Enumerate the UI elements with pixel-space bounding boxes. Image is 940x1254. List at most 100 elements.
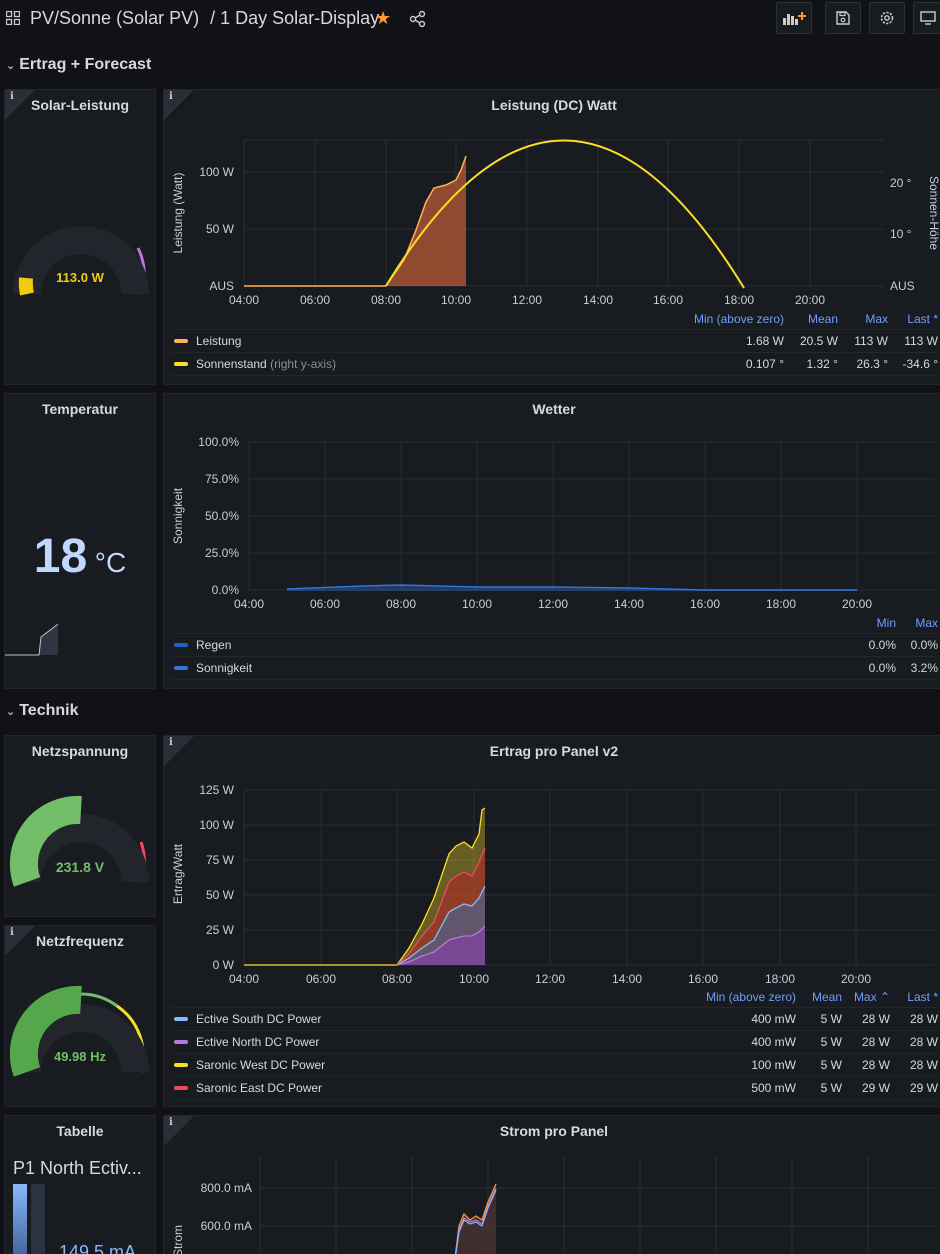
legend-value: 400 mW — [751, 1035, 796, 1049]
series-color-swatch[interactable] — [174, 666, 188, 670]
legend-row[interactable]: Saronic West DC Power 100 mW 5 W 28 W 28… — [172, 1054, 938, 1077]
x-tick-label: 06:00 — [310, 597, 340, 611]
series-color-swatch[interactable] — [174, 1063, 188, 1067]
bar-gauge-track — [31, 1184, 45, 1254]
panel-title: Wetter — [532, 401, 576, 417]
panel-netzspannung: Netzspannung 231.8 V — [4, 735, 156, 917]
folder-link[interactable]: PV/Sonne (Solar PV) — [30, 8, 200, 28]
y-tick-label: 50 W — [206, 888, 235, 902]
panel-info-icon[interactable]: i — [5, 926, 35, 956]
panel-title: Netzspannung — [31, 743, 129, 759]
x-tick-label: 18:00 — [724, 293, 754, 307]
add-panel-icon — [783, 12, 806, 25]
legend-value: 28 W — [909, 1058, 938, 1072]
legend-row[interactable]: Ective North DC Power 400 mW 5 W 28 W 28… — [172, 1031, 938, 1054]
series-name[interactable]: Ective South DC Power — [196, 1012, 322, 1026]
legend-row[interactable]: Sonnigkeit 0.0% 3.2% — [172, 657, 938, 680]
save-icon — [836, 11, 850, 25]
y-tick-label: 25 W — [206, 923, 235, 937]
x-tick-label: 06:00 — [306, 972, 336, 986]
y-tick-label: 100 W — [199, 818, 234, 832]
row-toggle-technik[interactable]: ⌄ Technik — [6, 702, 79, 720]
y-axis-label-right: Sonnen-Höhe — [927, 176, 940, 250]
series-name[interactable]: Ective North DC Power — [196, 1035, 320, 1049]
series-color-swatch[interactable] — [174, 1086, 188, 1090]
x-tick-label: 14:00 — [614, 597, 644, 611]
x-tick-label: 06:00 — [300, 293, 330, 307]
legend-value: 0.0% — [868, 638, 896, 652]
legend-col-max[interactable]: Max — [865, 311, 888, 326]
panel-info-icon[interactable]: i — [164, 90, 194, 120]
x-tick-label: 16:00 — [653, 293, 683, 307]
table-row-value: 149.5 mA — [59, 1242, 137, 1254]
save-button[interactable] — [825, 2, 861, 34]
panel-title: Netzfrequenz — [36, 933, 124, 949]
star-icon[interactable]: ★ — [375, 8, 392, 28]
table-row-label: P1 North Ectiv... — [13, 1158, 142, 1178]
x-tick-label: 10:00 — [441, 293, 471, 307]
panel-info-icon[interactable]: i — [164, 1116, 194, 1146]
series-color-swatch[interactable] — [174, 362, 188, 366]
legend-col-max[interactable]: Max ⌃ — [853, 989, 890, 1004]
legend-value: 5 W — [820, 1058, 842, 1072]
series-name[interactable]: Leistung — [196, 334, 242, 348]
legend-value: 28 W — [861, 1035, 890, 1049]
legend-table: Min (above zero) Mean Max ⌃ Last * Ectiv… — [172, 986, 938, 1100]
row-toggle-ertrag-forecast[interactable]: ⌄ Ertrag + Forecast — [6, 56, 151, 74]
settings-button[interactable] — [869, 2, 905, 34]
apps-icon[interactable] — [6, 11, 20, 25]
legend-row[interactable]: Saronic East DC Power 500 mW 5 W 29 W 29… — [172, 1077, 938, 1100]
add-panel-button[interactable] — [776, 2, 812, 34]
x-tick-label: 08:00 — [371, 293, 401, 307]
panel-info-icon[interactable]: i — [5, 90, 35, 120]
series-color-swatch[interactable] — [174, 1040, 188, 1044]
legend-col-last[interactable]: Last * — [907, 989, 938, 1004]
y-axis-label: Ertrag/Watt — [171, 843, 185, 904]
legend-row[interactable]: Ective South DC Power 400 mW 5 W 28 W 28… — [172, 1008, 938, 1031]
x-tick-label: 04:00 — [234, 597, 264, 611]
legend-value: 20.5 W — [799, 334, 838, 348]
dashboard-title[interactable]: 1 Day Solar-Display — [220, 8, 380, 28]
legend-col-last[interactable]: Last * — [907, 311, 938, 326]
temperature-value: 18 — [33, 530, 88, 583]
legend-value: 0.107 ° — [745, 357, 784, 371]
series-name[interactable]: Saronic West DC Power — [196, 1058, 326, 1072]
series-name[interactable]: Regen — [196, 638, 232, 652]
legend-row[interactable]: Leistung 1.68 W 20.5 W 113 W 113 W — [172, 330, 938, 353]
x-tick-label: 18:00 — [765, 972, 795, 986]
series-color-swatch[interactable] — [174, 339, 188, 343]
panel-tabelle: Tabelle P1 North Ectiv... 149.5 mA — [4, 1115, 156, 1254]
y-axis-label: Sonnigkeit — [171, 487, 185, 544]
share-icon[interactable] — [409, 10, 427, 28]
series-color-swatch[interactable] — [174, 1017, 188, 1021]
series-name[interactable]: Saronic East DC Power — [196, 1081, 323, 1095]
series-name[interactable]: Sonnigkeit — [196, 661, 253, 675]
legend-row[interactable]: Sonnenstand (right y-axis) 0.107 ° 1.32 … — [172, 353, 938, 376]
y-tick-label: 75 W — [206, 853, 235, 867]
series-name-wrap[interactable]: Sonnenstand (right y-axis) — [196, 357, 674, 371]
series-color-swatch[interactable] — [174, 643, 188, 647]
legend-table: Min Max Regen 0.0% 0.0% Sonnigkeit 0.0% … — [172, 612, 938, 680]
x-tick-label: 18:00 — [766, 597, 796, 611]
legend-col-min[interactable]: Min (above zero) — [705, 989, 796, 1004]
breadcrumb-separator: / — [210, 8, 216, 28]
panel-info-icon[interactable]: i — [164, 736, 194, 766]
legend-value: -34.6 ° — [902, 357, 938, 371]
legend-col-min[interactable]: Min — [876, 615, 896, 630]
legend-value: 5 W — [820, 1035, 842, 1049]
y-tick-label: 20 ° — [890, 176, 912, 190]
legend-col-min[interactable]: Min (above zero) — [693, 311, 784, 326]
legend-value: 29 W — [909, 1081, 938, 1095]
y-tick-label: 125 W — [199, 783, 234, 797]
legend-value: 28 W — [861, 1058, 890, 1072]
legend-value: 400 mW — [751, 1012, 796, 1026]
legend-row[interactable]: Regen 0.0% 0.0% — [172, 634, 938, 657]
legend-col-mean[interactable]: Mean — [811, 989, 842, 1004]
legend-value: 1.68 W — [745, 334, 784, 348]
view-mode-button[interactable] — [913, 2, 940, 34]
legend-col-max[interactable]: Max — [915, 615, 938, 630]
x-tick-label: 04:00 — [229, 972, 259, 986]
legend-value: 1.32 ° — [806, 357, 839, 371]
panel-title: Temperatur — [42, 401, 118, 417]
legend-col-mean[interactable]: Mean — [807, 311, 838, 326]
